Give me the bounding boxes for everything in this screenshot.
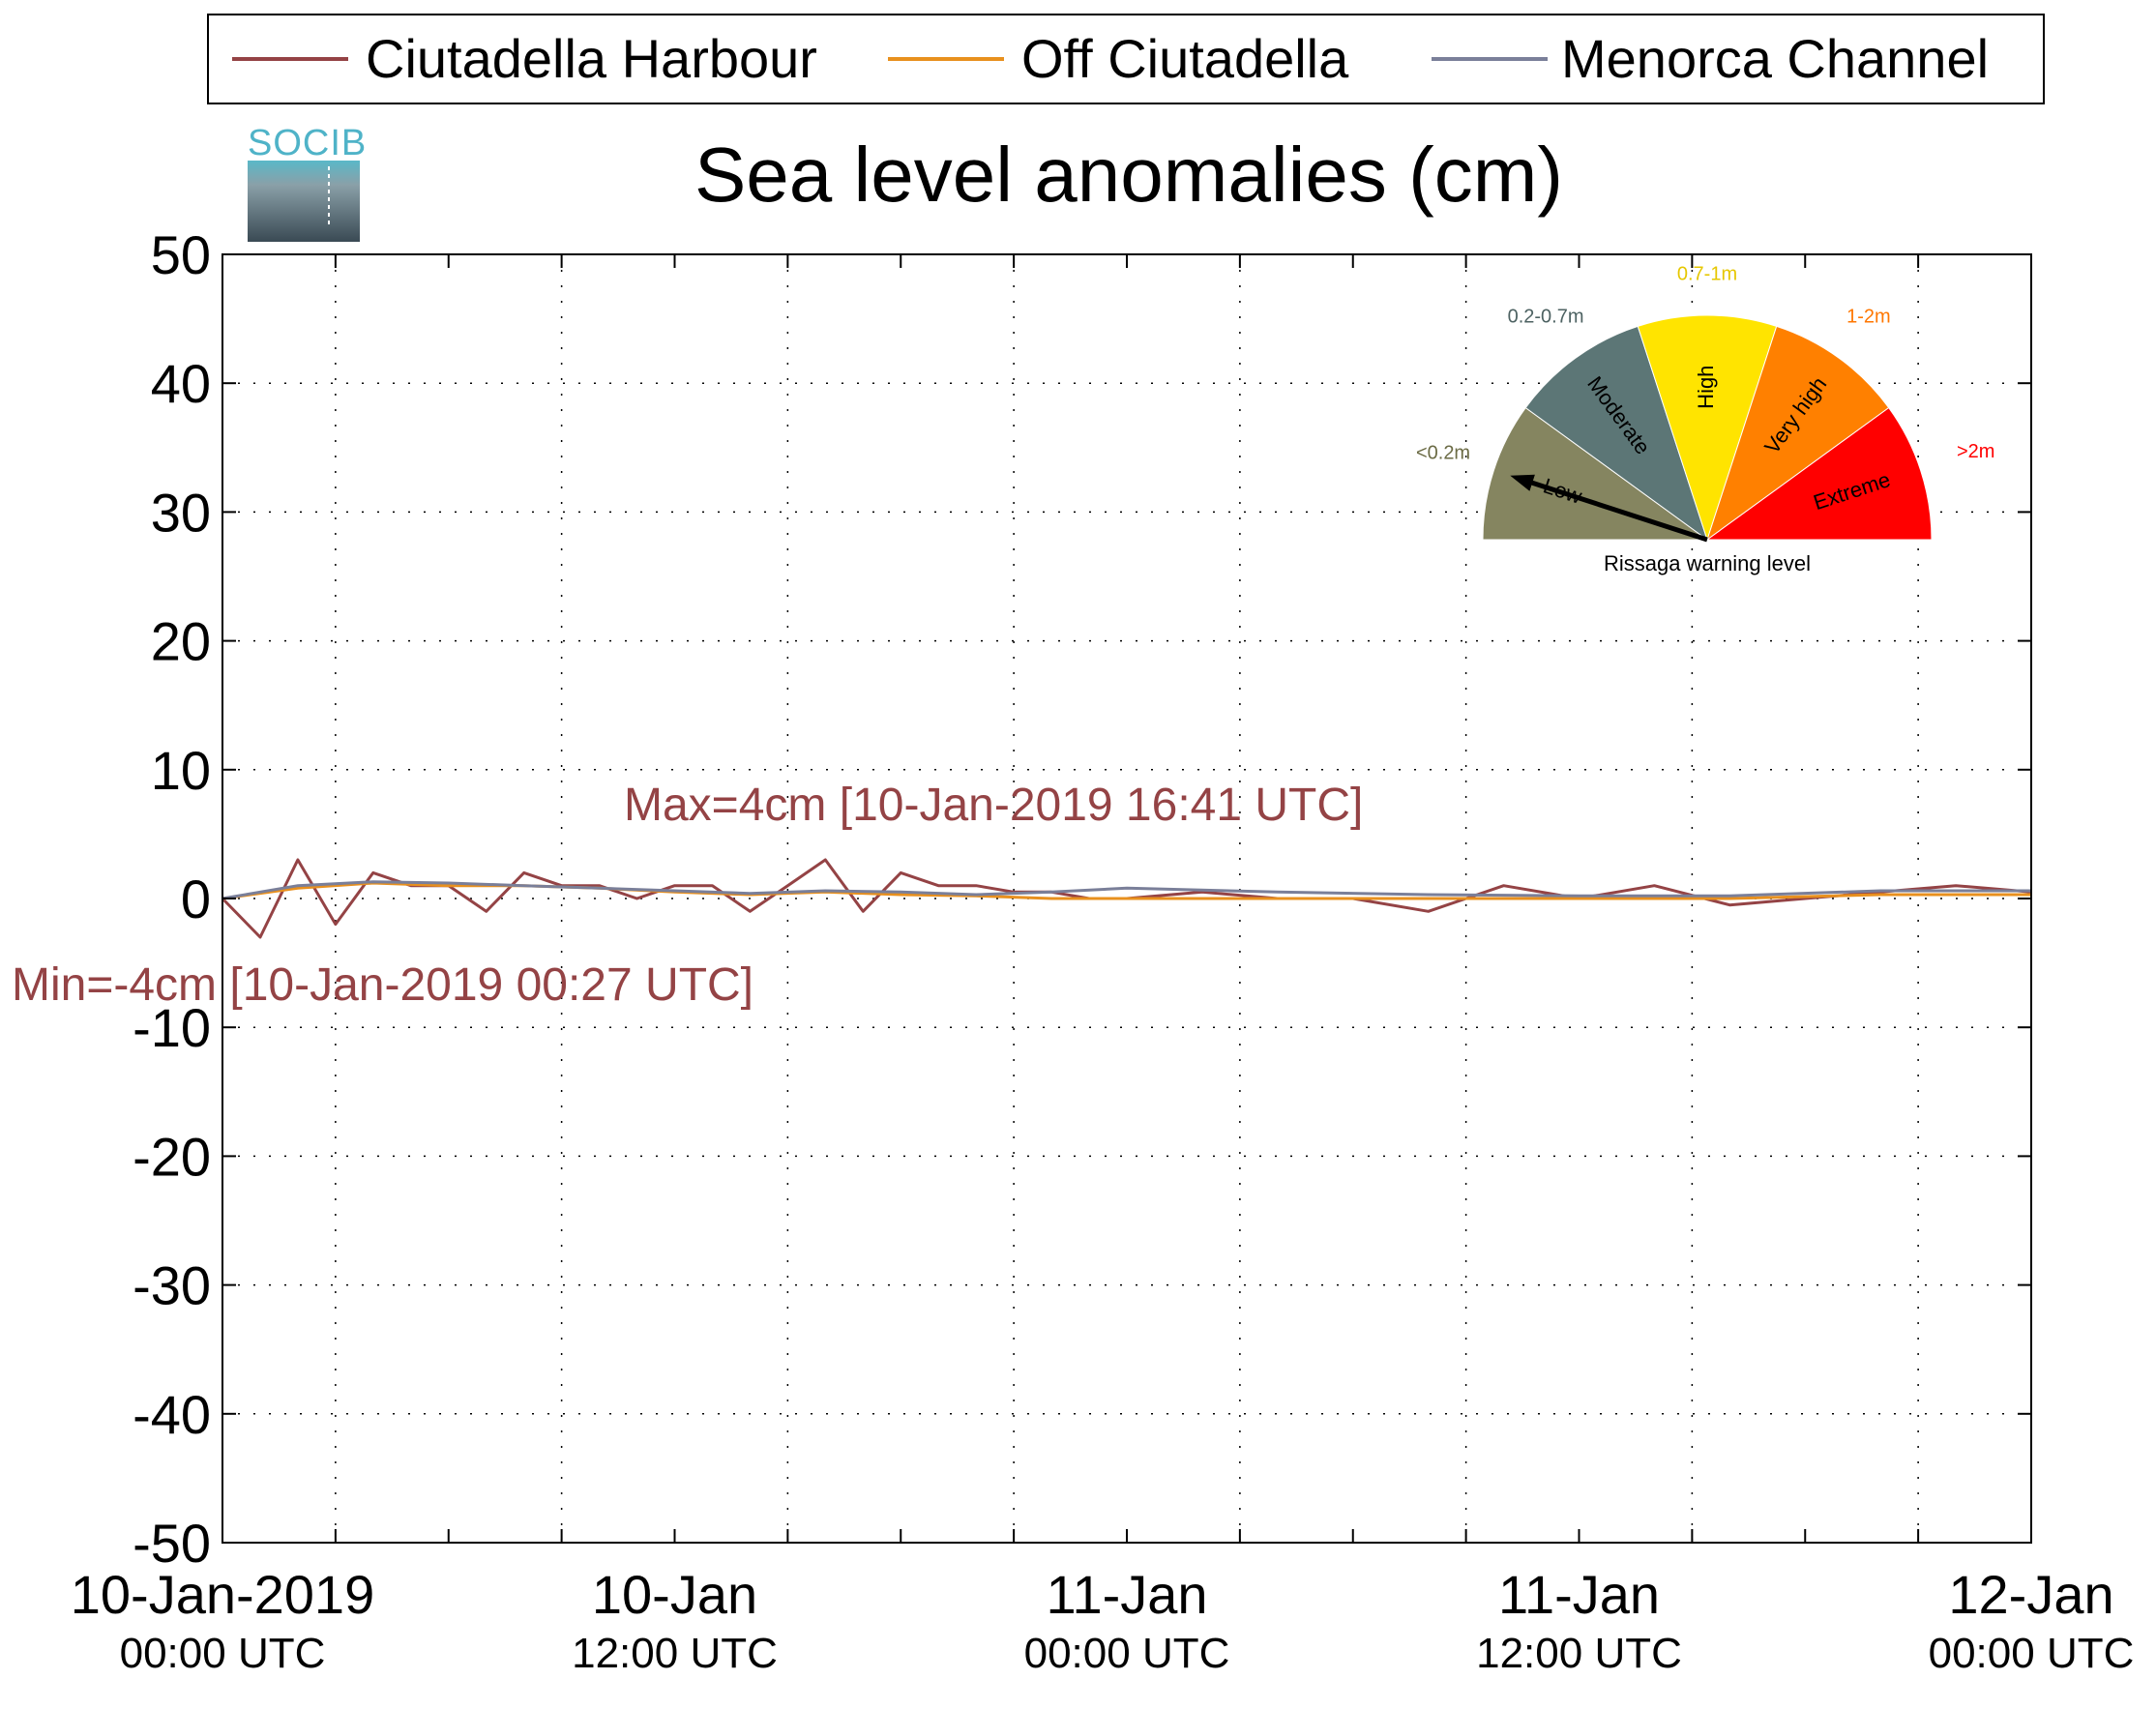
x-tick-label-time: 12:00 UTC (572, 1630, 778, 1677)
y-tick-label: 40 (151, 353, 211, 414)
y-tick-label: 20 (151, 611, 211, 672)
legend-label-menorca-channel: Menorca Channel (1561, 28, 1989, 89)
gauge-range-label: 0.7-1m (1677, 263, 1737, 284)
legend: Ciutadella Harbour Off Ciutadella Menorc… (207, 14, 2045, 104)
x-tick-label-date: 11-Jan (1498, 1564, 1660, 1625)
gauge-sector-very-high (1706, 325, 1890, 542)
gauge-range-label: 0.2-0.7m (1508, 307, 1584, 328)
x-tick-label-time: 00:00 UTC (1929, 1630, 2135, 1677)
gauge-range-label: >2m (1957, 441, 1994, 462)
y-tick-label: -10 (133, 997, 211, 1058)
logo-text: SOCIB (248, 123, 367, 163)
y-tick-label: 10 (151, 740, 211, 801)
y-tick-label: 50 (151, 224, 211, 285)
gauge-range-label: <0.2m (1416, 443, 1470, 464)
x-tick-label-date: 11-Jan (1046, 1564, 1207, 1625)
socib-logo: SOCIB (248, 123, 367, 242)
min-annotation: Min=-4cm [10-Jan-2019 00:27 UTC] (12, 959, 753, 1011)
y-tick-label: 0 (181, 869, 211, 929)
y-tick-label: -50 (133, 1513, 211, 1574)
x-axis: 10-Jan-2019 00:00 UTC 10-Jan 12:00 UTC 11-Ja… (71, 254, 2135, 1677)
gauge-caption: Rissaga warning level (1604, 551, 1811, 575)
gauge-needle-head (1510, 474, 1535, 491)
x-tick-label-date: 10-Jan (592, 1564, 757, 1625)
gauge-level-label: High (1694, 366, 1718, 409)
series-layer (221, 858, 2032, 939)
gauge-range-label: 1-2m (1846, 307, 1891, 328)
max-annotation: Max=4cm [10-Jan-2019 16:41 UTC] (624, 780, 1363, 831)
y-tick-label: -20 (133, 1126, 211, 1187)
x-tick-label-date: 12-Jan (1948, 1564, 2113, 1625)
chart-title: Sea level anomalies (cm) (694, 132, 1563, 218)
gauge-sector-low (1482, 406, 1709, 541)
legend-box (207, 14, 2045, 104)
gauge-sector-extreme (1705, 406, 1933, 541)
x-tick-label-time: 00:00 UTC (1024, 1630, 1230, 1677)
x-tick-label-date: 10-Jan-2019 (71, 1564, 374, 1625)
legend-label-off-ciutadella: Off Ciutadella (1021, 28, 1349, 89)
x-tick-label-time: 12:00 UTC (1476, 1630, 1682, 1677)
gauge-sector-moderate (1524, 325, 1708, 542)
x-tick-label-time: 00:00 UTC (120, 1630, 326, 1677)
gauge-sector-high (1637, 314, 1778, 542)
legend-label-ciutadella-harbour: Ciutadella Harbour (366, 28, 817, 89)
gauge-needle (1519, 476, 1708, 543)
y-axis: 50 40 30 20 10 0 -10 -20 -30 -40 -50 (133, 224, 2031, 1574)
y-tick-label: 30 (151, 482, 211, 543)
y-tick-label: -40 (133, 1384, 211, 1445)
y-tick-label: -30 (133, 1255, 211, 1316)
